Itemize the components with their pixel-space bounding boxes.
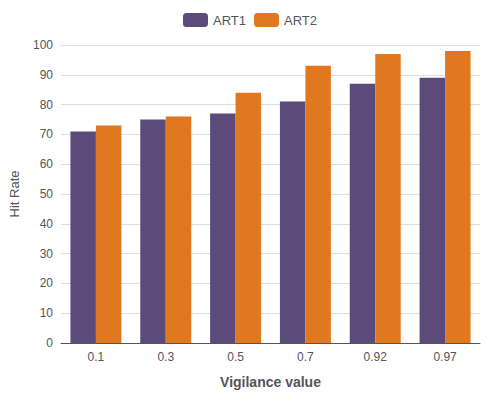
svg-text:0: 0 bbox=[46, 336, 53, 350]
svg-text:70: 70 bbox=[40, 127, 54, 141]
svg-text:Hit Rate: Hit Rate bbox=[7, 171, 22, 218]
svg-text:60: 60 bbox=[40, 157, 54, 171]
svg-text:50: 50 bbox=[40, 187, 54, 201]
svg-text:0.97: 0.97 bbox=[433, 350, 457, 364]
svg-text:10: 10 bbox=[40, 306, 54, 320]
svg-text:0.7: 0.7 bbox=[297, 350, 314, 364]
svg-text:ART1: ART1 bbox=[213, 13, 246, 28]
svg-text:ART2: ART2 bbox=[284, 13, 317, 28]
svg-text:30: 30 bbox=[40, 247, 54, 261]
svg-text:90: 90 bbox=[40, 68, 54, 82]
svg-text:0.1: 0.1 bbox=[88, 350, 105, 364]
svg-text:100: 100 bbox=[33, 38, 53, 52]
svg-text:0.5: 0.5 bbox=[227, 350, 244, 364]
svg-text:20: 20 bbox=[40, 276, 54, 290]
svg-text:0.92: 0.92 bbox=[364, 350, 388, 364]
svg-text:80: 80 bbox=[40, 98, 54, 112]
svg-text:0.3: 0.3 bbox=[157, 350, 174, 364]
svg-text:40: 40 bbox=[40, 217, 54, 231]
svg-text:Vigilance value: Vigilance value bbox=[220, 374, 321, 390]
